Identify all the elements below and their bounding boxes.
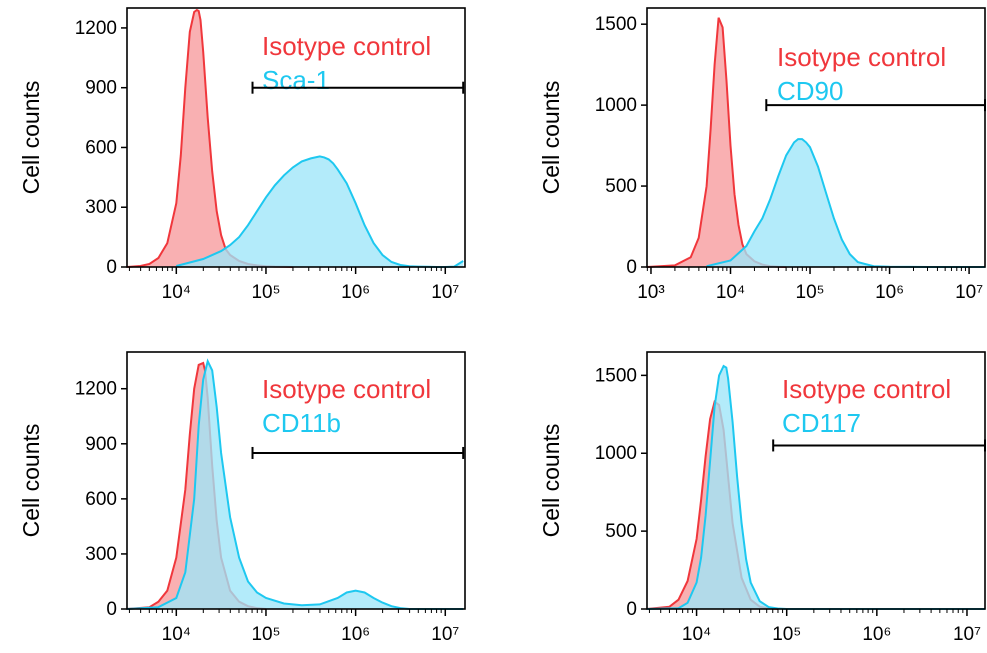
- ytick-label: 1000: [595, 443, 637, 464]
- ytick-label: 0: [626, 599, 637, 620]
- ytick-label: 300: [85, 197, 117, 218]
- series-area-sca-1: [176, 156, 464, 267]
- xtick-label: 10⁴: [682, 624, 711, 645]
- legend-entry: Isotype control: [782, 374, 951, 404]
- ytick-label: 1500: [595, 365, 637, 386]
- legend-entry: Sca-1: [262, 65, 330, 95]
- legend-entry: CD11b: [262, 408, 341, 438]
- ytick-label: 600: [85, 137, 117, 158]
- xtick-label: 10⁷: [955, 282, 983, 303]
- ytick-label: 1200: [75, 18, 117, 39]
- xtick-label: 10⁴: [716, 282, 745, 303]
- legend-entry: CD117: [782, 408, 861, 438]
- ytick-label: 1500: [595, 14, 637, 35]
- xtick-label: 10⁶: [875, 282, 904, 303]
- series-area-cd11b: [127, 361, 464, 609]
- axes-frame: [646, 351, 986, 610]
- legend-entry: Isotype control: [777, 42, 946, 72]
- xtick-label: 10⁶: [341, 282, 370, 303]
- legend-entry: CD90: [777, 76, 843, 106]
- xtick-label: 10³: [637, 282, 664, 303]
- ytick-label: 500: [605, 521, 637, 542]
- y-axis-label: Cell counts: [538, 81, 564, 195]
- panel-sca1: 0 300 600 900 1200 10⁴ 10⁵ 10⁶ 10⁷ Cell counts Iso…: [18, 7, 466, 303]
- ytick-label: 0: [106, 599, 117, 620]
- axes-frame: [646, 7, 986, 268]
- ytick-label: 300: [85, 544, 117, 565]
- ytick-label: 900: [85, 78, 117, 99]
- xtick-label: 10⁵: [796, 282, 825, 303]
- series-area-isotype-control: [647, 17, 787, 268]
- xtick-label: 10⁶: [341, 624, 370, 645]
- xtick-label: 10⁴: [162, 624, 191, 645]
- axes-frame: [126, 351, 466, 610]
- xtick-label: 10⁵: [251, 282, 280, 303]
- ytick-label: 0: [626, 257, 637, 278]
- y-axis-label: Cell counts: [538, 424, 564, 538]
- ytick-label: 600: [85, 489, 117, 510]
- xtick-label: 10⁵: [772, 624, 801, 645]
- axes-frame: [126, 7, 466, 268]
- series-line-cd11b: [126, 358, 464, 610]
- ytick-label: 500: [605, 176, 637, 197]
- panel-cd11b: 0 300 600 900 1200 10⁴ 10⁵ 10⁶ 10⁷ Cell counts Iso…: [18, 351, 466, 645]
- xtick-label: 10⁵: [251, 624, 280, 645]
- series-area-cd117: [647, 366, 985, 609]
- xtick-label: 10⁷: [953, 624, 981, 645]
- panel-cd117: 0 500 1000 1500 10⁴ 10⁵ 10⁶ 10⁷ Cell counts Isoty…: [538, 351, 986, 645]
- ytick-label: 900: [85, 434, 117, 455]
- y-axis-label: Cell counts: [18, 424, 44, 538]
- ytick-label: 0: [106, 257, 117, 278]
- y-axis-label: Cell counts: [18, 81, 44, 195]
- panel-cd90: 0 500 1000 1500 10³ 10⁴ 10⁵ 10⁶ 10⁷ Cell counts Is…: [538, 7, 986, 303]
- ytick-label: 1200: [75, 379, 117, 400]
- series-area-isotype-control: [127, 10, 293, 267]
- legend-entry: Isotype control: [262, 31, 431, 61]
- series-area-cd90: [706, 139, 985, 267]
- xtick-label: 10⁴: [162, 282, 191, 303]
- xtick-label: 10⁷: [431, 282, 459, 303]
- legend-entry: Isotype control: [262, 374, 431, 404]
- ytick-label: 1000: [595, 95, 637, 116]
- xtick-label: 10⁶: [862, 624, 891, 645]
- xtick-label: 10⁷: [431, 624, 459, 645]
